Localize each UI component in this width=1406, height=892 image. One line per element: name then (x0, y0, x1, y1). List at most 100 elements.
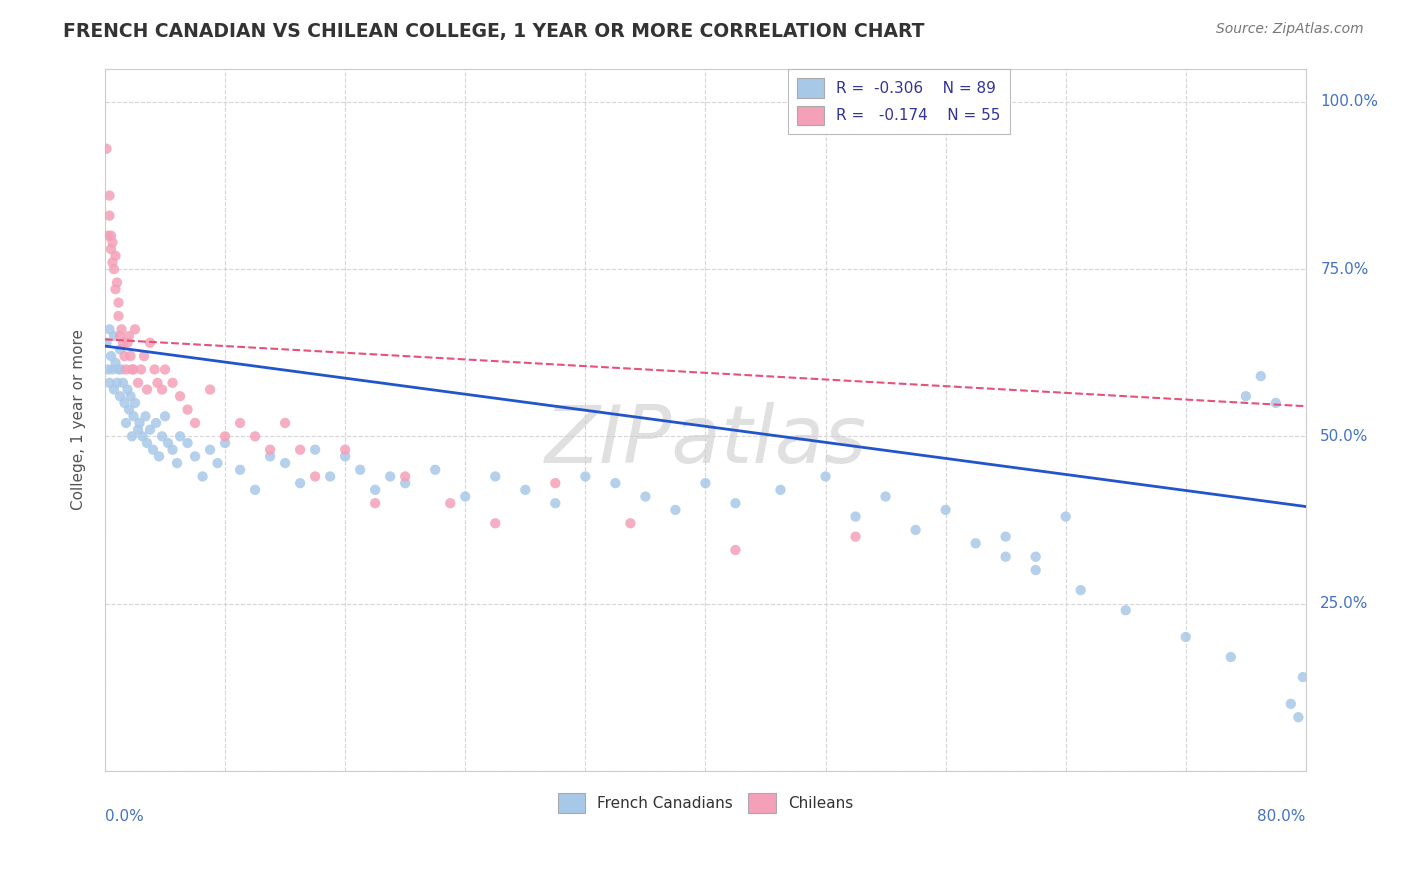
Point (574, 469, 596, 483)
Point (544, 476, 567, 491)
Point (132, 349, 155, 363)
Point (157, 436, 180, 450)
Text: 75.0%: 75.0% (1320, 261, 1368, 277)
Point (965, 536, 987, 550)
Point (105, 376, 128, 390)
Point (117, 335, 139, 350)
Text: 80.0%: 80.0% (1257, 809, 1306, 824)
Point (769, 483, 792, 497)
Point (454, 490, 477, 504)
Point (634, 490, 657, 504)
Point (108, 343, 131, 357)
Point (304, 442, 326, 457)
Point (101, 255, 124, 269)
Text: ZIPatlas: ZIPatlas (544, 401, 866, 480)
Point (243, 429, 266, 443)
Y-axis label: College, 1 year or more: College, 1 year or more (72, 329, 86, 510)
Point (162, 376, 184, 390)
Point (724, 496, 747, 510)
Text: 100.0%: 100.0% (1320, 95, 1378, 110)
Point (148, 450, 170, 464)
Point (1219, 650, 1241, 665)
Point (274, 456, 297, 470)
Point (98, 209, 121, 223)
Point (104, 282, 127, 296)
Point (107, 309, 129, 323)
Point (98, 376, 121, 390)
Point (110, 362, 132, 376)
Point (122, 362, 145, 376)
Point (364, 483, 387, 497)
Point (394, 469, 416, 483)
Point (162, 442, 184, 457)
Point (439, 496, 461, 510)
Point (96, 335, 118, 350)
Point (724, 543, 747, 558)
Point (169, 429, 191, 443)
Point (111, 335, 134, 350)
Point (98, 188, 121, 202)
Point (107, 362, 129, 376)
Point (134, 409, 156, 424)
Point (136, 436, 159, 450)
Point (844, 509, 866, 524)
Point (844, 530, 866, 544)
Point (96, 142, 118, 156)
Point (304, 469, 326, 483)
Point (120, 389, 142, 403)
Point (108, 329, 131, 343)
Point (121, 429, 143, 443)
Point (1174, 630, 1197, 644)
Point (143, 362, 166, 376)
Point (103, 262, 125, 277)
Point (103, 329, 125, 343)
Point (349, 463, 371, 477)
Point (176, 402, 198, 417)
Text: 50.0%: 50.0% (1320, 429, 1368, 444)
Point (994, 530, 1017, 544)
Point (214, 429, 236, 443)
Point (100, 228, 122, 243)
Point (484, 516, 506, 531)
Point (198, 442, 221, 457)
Point (121, 362, 143, 376)
Point (288, 476, 311, 491)
Point (1070, 583, 1092, 598)
Point (333, 442, 356, 457)
Point (394, 476, 416, 491)
Point (605, 476, 627, 491)
Point (904, 523, 927, 537)
Point (1286, 710, 1309, 724)
Point (128, 416, 150, 430)
Text: Source: ZipAtlas.com: Source: ZipAtlas.com (1216, 22, 1364, 37)
Point (176, 436, 198, 450)
Point (288, 442, 311, 457)
Point (166, 456, 188, 470)
Point (619, 516, 641, 531)
Point (146, 376, 169, 390)
Point (274, 416, 297, 430)
Point (104, 356, 127, 370)
Point (1234, 389, 1257, 403)
Point (122, 409, 145, 424)
Text: 25.0%: 25.0% (1320, 596, 1368, 611)
Point (515, 483, 537, 497)
Point (124, 396, 146, 410)
Point (101, 362, 124, 376)
Point (191, 469, 214, 483)
Point (814, 469, 837, 483)
Point (935, 503, 957, 517)
Point (1264, 396, 1286, 410)
Point (97, 228, 120, 243)
Point (1279, 697, 1302, 711)
Point (110, 322, 132, 336)
Point (136, 383, 159, 397)
Point (139, 423, 162, 437)
Point (98, 322, 121, 336)
Point (103, 383, 125, 397)
Point (131, 429, 153, 443)
Point (101, 235, 124, 250)
Point (124, 322, 146, 336)
Point (153, 409, 176, 424)
Point (425, 463, 447, 477)
